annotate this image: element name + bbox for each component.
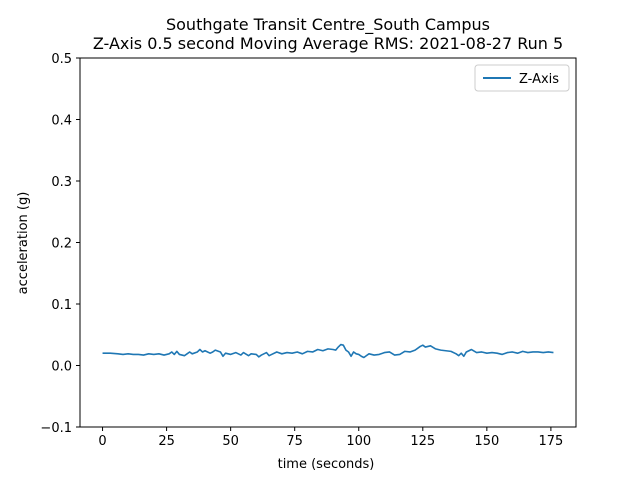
chart-subtitle: Z-Axis 0.5 second Moving Average RMS: 20… <box>93 34 563 53</box>
y-tick-label: 0.3 <box>51 175 72 190</box>
y-tick-label: 0.2 <box>51 237 72 252</box>
x-tick-label: 175 <box>538 434 563 449</box>
y-tick-label: 0.4 <box>51 114 72 129</box>
y-tick-label: 0.5 <box>51 52 72 67</box>
chart-title: Southgate Transit Centre_South Campus <box>166 15 490 35</box>
legend-box <box>474 64 570 92</box>
plot-frame <box>79 57 577 428</box>
x-axis-label: time (seconds) <box>278 457 375 472</box>
y-tick-label: 0.1 <box>51 298 72 313</box>
x-tick-label: 75 <box>286 434 303 449</box>
legend-label: Z-Axis <box>519 72 559 87</box>
axes: 0 25 50 75 100 125 150 175 −0.1 0.0 0.1 0.2 0.3 0.4 0.… <box>40 52 563 449</box>
x-tick-label: 125 <box>410 434 435 449</box>
y-tick-label: 0.0 <box>51 360 72 375</box>
x-tick-label: 150 <box>474 434 499 449</box>
x-tick-label: 25 <box>158 434 175 449</box>
x-tick-label: 0 <box>98 434 106 449</box>
y-tick-label: −0.1 <box>40 421 72 436</box>
y-axis-label: acceleration (g) <box>16 192 31 295</box>
series-layer <box>102 343 554 359</box>
series-line-z-axis <box>102 343 554 359</box>
legend: Z-Axis <box>474 64 570 92</box>
x-tick-label: 100 <box>346 434 371 449</box>
x-tick-label: 50 <box>222 434 239 449</box>
